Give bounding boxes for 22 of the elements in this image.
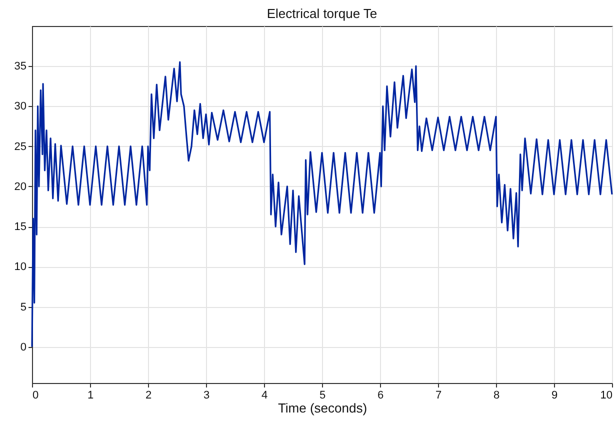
- x-tick-label: 7: [435, 390, 442, 402]
- x-tick-label: 2: [145, 390, 152, 402]
- x-tick-label: 6: [377, 390, 384, 402]
- y-tick-label: 0: [20, 341, 26, 354]
- y-tick-label: 10: [14, 261, 26, 274]
- x-tick-label: 1: [87, 390, 94, 402]
- y-tick-label: 20: [14, 180, 26, 193]
- x-tick-label: 4: [261, 390, 268, 402]
- line-series: [31, 61, 613, 348]
- chart-title: Electrical torque Te: [266, 6, 378, 21]
- x-tick-label: 3: [203, 390, 210, 402]
- x-tick-label: 0: [32, 390, 39, 402]
- x-tick-label: 8: [493, 390, 500, 402]
- x-tick-label: 9: [551, 390, 558, 402]
- x-tick-label: 5: [319, 390, 326, 402]
- y-tick-label: 25: [14, 140, 26, 153]
- y-tick-label: 30: [14, 100, 26, 113]
- y-tick-label: 5: [20, 301, 26, 314]
- x-axis-title: Time (seconds): [278, 400, 368, 416]
- y-tick-label: 15: [14, 221, 26, 234]
- x-tick-label: 10: [600, 390, 612, 402]
- y-tick-label: 35: [14, 60, 26, 73]
